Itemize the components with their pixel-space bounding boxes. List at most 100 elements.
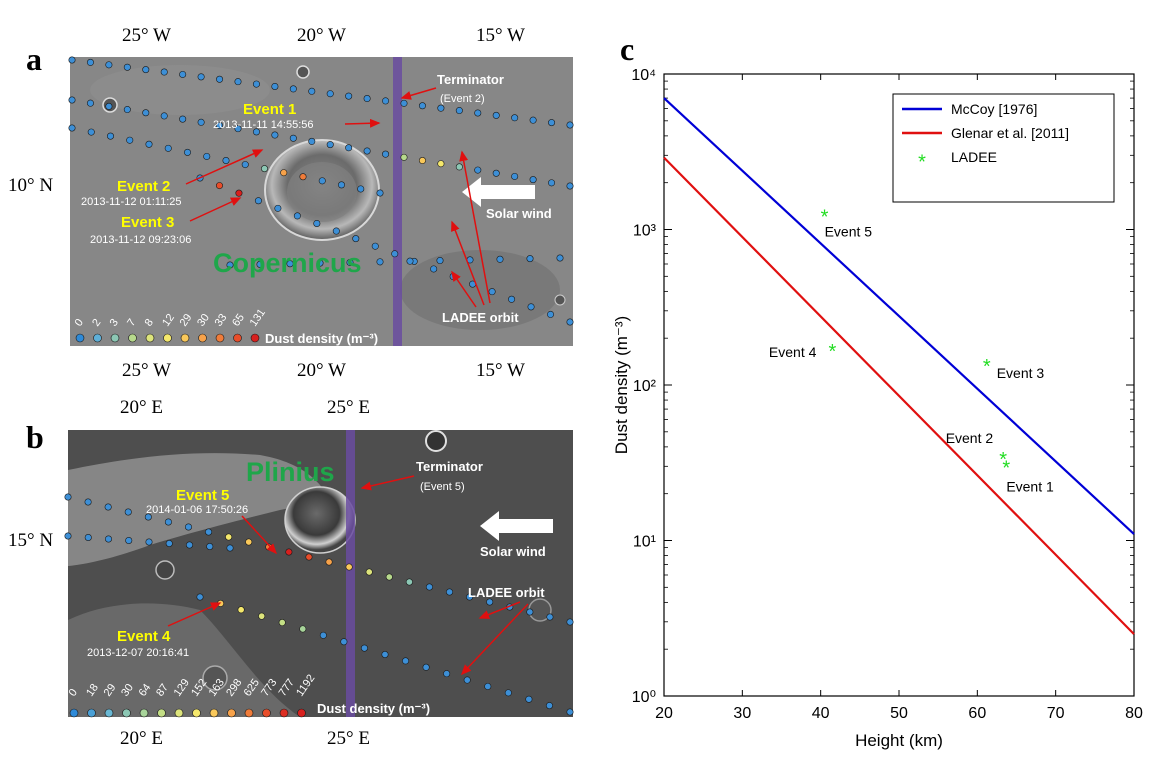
panel-a-orbit-dot <box>123 63 131 71</box>
panel-a-orbit-dot <box>496 255 504 263</box>
panel-a-orbit-dot <box>260 165 268 173</box>
panel-a-orbit-arrow <box>459 150 491 304</box>
panel-b-scale-value: 29 <box>102 682 119 699</box>
legend-ladee-label: LADEE <box>951 149 997 165</box>
panel-a-orbit-dot <box>418 102 426 110</box>
panel-b-orbit-arrow <box>460 603 529 676</box>
panel-b-orbit-dot <box>258 612 266 620</box>
panel-b-orbit-dot <box>405 578 413 586</box>
panel-a-scale-dot <box>233 333 242 343</box>
panel-a-orbit-dot <box>68 124 76 132</box>
panel-a-orbit-dot <box>123 106 131 114</box>
panel-a-scale-label: Dust density (m⁻³) <box>265 331 378 346</box>
panel-b-orbit-dot <box>325 558 333 566</box>
chart-y-tick-label: 10³ <box>633 223 657 240</box>
panel-a-orbit-dot <box>241 161 249 169</box>
panel-b-orbit-dot <box>526 608 534 616</box>
panel-b-orbit-dot <box>546 613 554 621</box>
small-crater <box>155 560 175 580</box>
panel-b-solar-wind-arrowhead <box>480 511 499 541</box>
panel-a-solar-wind-arrow <box>481 185 535 199</box>
panel-b-orbit-dot <box>226 544 234 552</box>
panel-b-orbit-dot <box>340 638 348 646</box>
panel-a-orbit-dot <box>313 219 321 227</box>
panel-b-event4-time: 2013-12-07 20:16:41 <box>87 647 189 659</box>
panel-a-terminator-event: (Event 2) <box>440 93 485 105</box>
panel-a-orbit-dot <box>105 61 113 69</box>
panel-a-scale-value: 8 <box>143 317 156 329</box>
panel-b-highlands <box>68 453 330 566</box>
panel-a-orbit-dot <box>179 115 187 123</box>
chart-y-tick-label: 10¹ <box>633 534 656 551</box>
panel-b-scale-dot <box>244 708 254 718</box>
small-crater <box>425 430 447 452</box>
panel-b-orbit-dot <box>463 676 471 684</box>
panel-a-orbit-dot <box>318 177 326 185</box>
panel-a-terminator-label: Terminator <box>437 72 504 87</box>
panel-a-scale-dot <box>180 333 190 343</box>
panel-a-scale-dot <box>250 333 260 343</box>
panel-a-scale-dot <box>110 333 120 343</box>
panel-a-orbit-dot <box>345 92 353 100</box>
panel-b-orbit-dot <box>125 536 133 544</box>
panel-a-orbit-dot <box>529 116 537 124</box>
chart-x-tick-label: 70 <box>1047 705 1065 722</box>
panel-b-scale-dot <box>262 708 271 718</box>
panel-b-scale-dot <box>87 708 96 718</box>
panel-a-scale-dot <box>128 333 137 343</box>
panel-b-scale-dot <box>297 708 306 718</box>
panel-a-scale-value: 2 <box>90 317 103 329</box>
panel-a-orbit-dot <box>332 227 340 235</box>
panel-a-orbit-dot <box>556 254 564 262</box>
panel-b-scale-dot <box>209 708 219 718</box>
panel-b-scale-dot <box>122 708 131 718</box>
panel-a-orbit-dot <box>179 70 187 78</box>
plinius-crater <box>284 486 356 554</box>
panel-b-orbit-dot <box>84 533 92 541</box>
panel-a-orbit-dot <box>164 144 172 152</box>
panel-b-scale-dot <box>192 708 201 718</box>
panel-a-scale-dot <box>215 333 225 343</box>
panel-b-scale-dot <box>104 708 114 718</box>
panel-a-orbit-dot <box>474 166 482 174</box>
panel-b-orbit-dot <box>422 663 430 671</box>
small-crater <box>296 65 310 79</box>
plinius-label: Plinius <box>246 457 335 487</box>
panel-a-event2-time: 2013-11-12 01:11:25 <box>81 196 182 208</box>
panel-a-orbit-dot <box>529 176 537 184</box>
panel-a-orbit-dot <box>215 182 223 190</box>
panel-b-solar-wind-label: Solar wind <box>480 544 546 559</box>
panel-a-lon-top-1: 25° W <box>122 25 171 46</box>
panel-b-orbit-dot <box>299 625 307 633</box>
panel-a-orbit-dot <box>316 259 324 267</box>
chart-ladee-point: * <box>983 356 991 378</box>
chart-xlabel: Height (km) <box>855 731 943 750</box>
panel-a-orbit-dot <box>308 137 316 145</box>
panel-b-orbit-dot <box>206 542 214 550</box>
panel-b-orbit-dot <box>237 606 245 614</box>
panel-a-orbit-dot <box>87 128 95 136</box>
panel-a-orbit-dot <box>345 144 353 152</box>
panel-a-event1-time: 2013-11-11 14:55:56 <box>213 119 314 131</box>
panel-b-scale-value: 0 <box>67 687 80 699</box>
panel-b-orbit-dot <box>486 598 494 606</box>
panel-a-orbit-dot <box>400 153 408 161</box>
panel-a-scale-value: 30 <box>195 312 212 329</box>
panel-a-orbit-dot <box>363 95 371 103</box>
panel-b-orbit-dot <box>285 548 293 556</box>
chart-x-tick-label: 60 <box>968 705 986 722</box>
panel-a-orbit-dot <box>289 85 297 93</box>
panel-b-orbit-dot <box>360 644 368 652</box>
panel-a-terminator-line <box>393 57 402 346</box>
panel-a-orbit-dot <box>455 163 463 171</box>
panel-a-orbit-dot <box>492 169 500 177</box>
panel-a-orbit-dot <box>548 179 556 187</box>
panel-a-terrain <box>90 65 270 115</box>
panel-a-orbit-dot <box>105 102 113 110</box>
panel-b-orbit-dot <box>545 702 553 710</box>
panel-a-scale-dot <box>198 333 207 343</box>
panel-a-scale-dot <box>145 333 155 343</box>
panel-a-orbit-dot <box>371 242 379 250</box>
chart-series-line-glenar <box>663 156 1135 635</box>
panel-b-orbit-dot <box>305 553 313 561</box>
